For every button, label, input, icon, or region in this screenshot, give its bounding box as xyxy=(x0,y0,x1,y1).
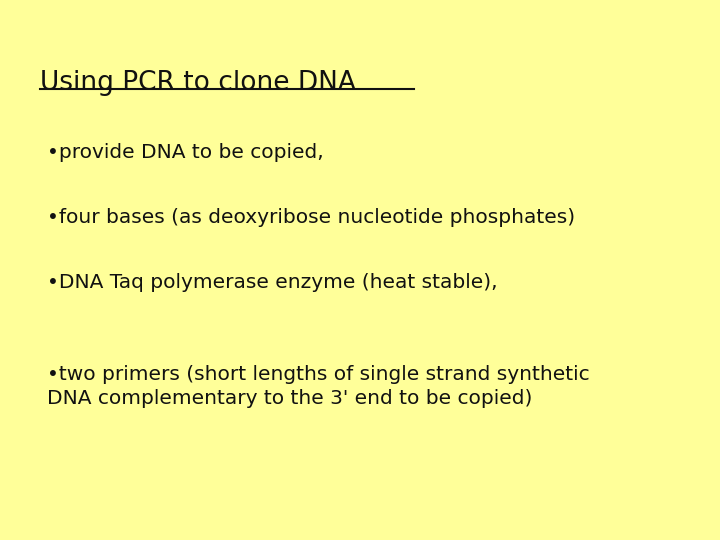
Text: Using PCR to clone DNA: Using PCR to clone DNA xyxy=(40,70,356,96)
Text: •two primers (short lengths of single strand synthetic
DNA complementary to the : •two primers (short lengths of single st… xyxy=(47,364,590,408)
Text: •four bases (as deoxyribose nucleotide phosphates): •four bases (as deoxyribose nucleotide p… xyxy=(47,208,575,227)
Text: •provide DNA to be copied,: •provide DNA to be copied, xyxy=(47,143,323,162)
Text: •DNA Taq polymerase enzyme (heat stable),: •DNA Taq polymerase enzyme (heat stable)… xyxy=(47,273,498,292)
